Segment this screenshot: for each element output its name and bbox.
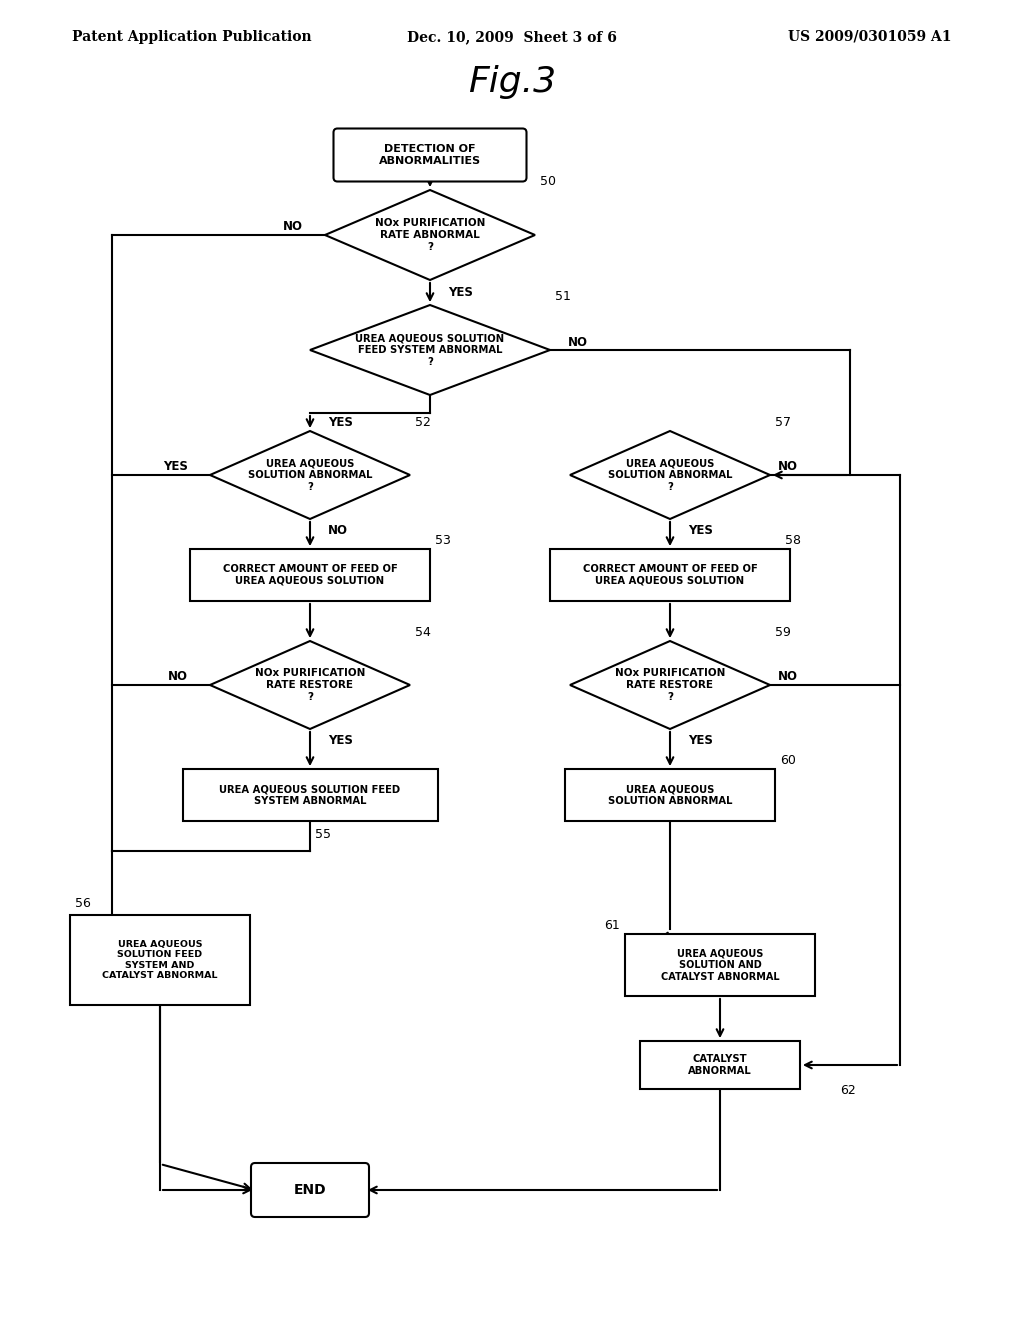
Text: UREA AQUEOUS
SOLUTION AND
CATALYST ABNORMAL: UREA AQUEOUS SOLUTION AND CATALYST ABNOR… [660, 948, 779, 982]
Text: YES: YES [163, 461, 188, 474]
Text: 57: 57 [775, 416, 791, 429]
Text: NO: NO [778, 671, 798, 684]
Text: Dec. 10, 2009  Sheet 3 of 6: Dec. 10, 2009 Sheet 3 of 6 [408, 30, 616, 44]
Text: NO: NO [568, 335, 588, 348]
Text: UREA AQUEOUS SOLUTION
FEED SYSTEM ABNORMAL
?: UREA AQUEOUS SOLUTION FEED SYSTEM ABNORM… [355, 334, 505, 367]
Text: DETECTION OF
ABNORMALITIES: DETECTION OF ABNORMALITIES [379, 144, 481, 166]
Text: UREA AQUEOUS SOLUTION FEED
SYSTEM ABNORMAL: UREA AQUEOUS SOLUTION FEED SYSTEM ABNORM… [219, 784, 400, 805]
Text: YES: YES [328, 417, 353, 429]
Text: NO: NO [778, 461, 798, 474]
Text: CATALYST
ABNORMAL: CATALYST ABNORMAL [688, 1055, 752, 1076]
Bar [182, 770, 437, 821]
Polygon shape [570, 642, 770, 729]
Text: YES: YES [449, 286, 473, 300]
Polygon shape [310, 305, 550, 395]
Text: NOx PURIFICATION
RATE ABNORMAL
?: NOx PURIFICATION RATE ABNORMAL ? [375, 218, 485, 252]
Text: YES: YES [688, 524, 713, 537]
Text: 51: 51 [555, 290, 570, 304]
Text: 54: 54 [415, 626, 431, 639]
Polygon shape [210, 642, 410, 729]
Text: US 2009/0301059 A1: US 2009/0301059 A1 [788, 30, 952, 44]
Text: NOx PURIFICATION
RATE RESTORE
?: NOx PURIFICATION RATE RESTORE ? [614, 668, 725, 702]
Text: CORRECT AMOUNT OF FEED OF
UREA AQUEOUS SOLUTION: CORRECT AMOUNT OF FEED OF UREA AQUEOUS S… [583, 564, 758, 586]
Text: CORRECT AMOUNT OF FEED OF
UREA AQUEOUS SOLUTION: CORRECT AMOUNT OF FEED OF UREA AQUEOUS S… [222, 564, 397, 586]
Text: 55: 55 [315, 828, 331, 841]
Text: 56: 56 [75, 898, 91, 909]
Bar [550, 549, 790, 601]
Text: 61: 61 [604, 919, 620, 932]
Bar [70, 915, 250, 1005]
Polygon shape [325, 190, 535, 280]
FancyBboxPatch shape [334, 128, 526, 181]
Text: UREA AQUEOUS
SOLUTION FEED
SYSTEM AND
CATALYST ABNORMAL: UREA AQUEOUS SOLUTION FEED SYSTEM AND CA… [102, 940, 218, 979]
Text: 58: 58 [785, 535, 801, 546]
Text: 50: 50 [540, 176, 556, 187]
Text: NO: NO [168, 671, 188, 684]
Text: YES: YES [688, 734, 713, 747]
Text: 60: 60 [780, 754, 796, 767]
Text: UREA AQUEOUS
SOLUTION ABNORMAL
?: UREA AQUEOUS SOLUTION ABNORMAL ? [248, 458, 373, 491]
Text: Patent Application Publication: Patent Application Publication [72, 30, 311, 44]
Bar [565, 770, 775, 821]
Bar [640, 1041, 800, 1089]
Text: END: END [294, 1183, 327, 1197]
Text: 52: 52 [415, 416, 431, 429]
Text: UREA AQUEOUS
SOLUTION ABNORMAL: UREA AQUEOUS SOLUTION ABNORMAL [608, 784, 732, 805]
Polygon shape [210, 432, 410, 519]
Text: NO: NO [283, 220, 303, 234]
Text: 53: 53 [435, 535, 451, 546]
Text: Fig.3: Fig.3 [468, 65, 556, 99]
Text: YES: YES [328, 734, 353, 747]
Text: UREA AQUEOUS
SOLUTION ABNORMAL
?: UREA AQUEOUS SOLUTION ABNORMAL ? [608, 458, 732, 491]
Bar [190, 549, 430, 601]
Text: NO: NO [328, 524, 348, 537]
Polygon shape [570, 432, 770, 519]
Bar [625, 935, 815, 997]
Text: 62: 62 [840, 1084, 856, 1097]
FancyBboxPatch shape [251, 1163, 369, 1217]
Text: 59: 59 [775, 626, 791, 639]
Text: NOx PURIFICATION
RATE RESTORE
?: NOx PURIFICATION RATE RESTORE ? [255, 668, 366, 702]
